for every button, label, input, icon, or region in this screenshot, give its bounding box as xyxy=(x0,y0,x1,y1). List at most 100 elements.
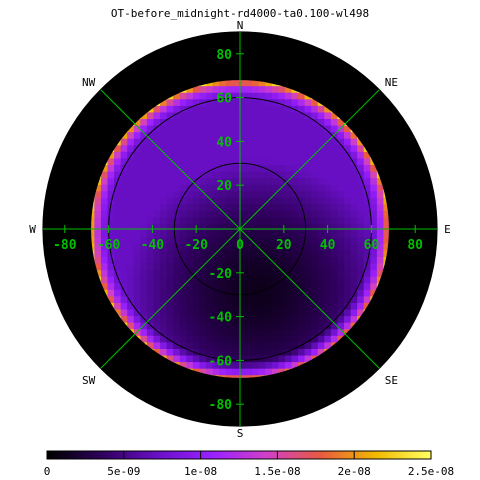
heatmap-cell xyxy=(298,262,306,271)
heatmap-cell xyxy=(225,230,233,238)
heatmap-cell xyxy=(265,335,273,343)
heatmap-cell xyxy=(311,335,319,343)
heatmap-cell xyxy=(232,131,240,139)
heatmap-cell xyxy=(173,308,181,317)
heatmap-cell xyxy=(192,151,201,159)
heatmap-cell xyxy=(317,216,325,225)
heatmap-cell xyxy=(363,249,371,257)
heatmap-cell xyxy=(212,243,220,251)
heatmap-cell xyxy=(271,308,279,317)
heatmap-cell xyxy=(298,282,306,290)
heatmap-cell xyxy=(344,144,352,152)
heatmap-cell xyxy=(232,92,240,100)
heatmap-cell xyxy=(317,203,325,211)
heatmap-cell xyxy=(192,111,201,120)
heatmap-cell xyxy=(212,341,220,349)
heatmap-cell xyxy=(140,249,148,257)
heatmap-cell xyxy=(258,98,266,106)
heatmap-cell xyxy=(278,354,286,363)
colorbar-segment xyxy=(395,451,400,459)
heatmap-cell xyxy=(238,105,247,113)
colorbar-segment xyxy=(383,451,388,459)
heatmap-cell xyxy=(186,170,194,179)
heatmap-cell xyxy=(199,308,207,317)
heatmap-cell xyxy=(173,282,181,290)
heatmap-cell xyxy=(265,341,273,349)
heatmap-cell xyxy=(199,249,207,257)
heatmap-cell xyxy=(330,197,339,205)
heatmap-cell xyxy=(219,164,227,172)
heatmap-cell xyxy=(245,269,253,277)
heatmap-cell xyxy=(140,308,148,317)
heatmap-cell xyxy=(304,308,312,317)
heatmap-cell xyxy=(284,308,293,317)
heatmap-cell xyxy=(192,361,201,369)
heatmap-cell xyxy=(330,124,339,133)
heatmap-cell xyxy=(265,170,273,179)
heatmap-cell xyxy=(284,138,293,146)
heatmap-cell xyxy=(232,262,240,271)
heatmap-cell xyxy=(304,341,312,349)
heatmap-cell xyxy=(206,85,214,93)
y-tick-label: -20 xyxy=(209,267,233,282)
heatmap-cell xyxy=(199,118,207,126)
heatmap-cell xyxy=(206,92,214,100)
heatmap-cell xyxy=(337,249,345,257)
heatmap-cell xyxy=(284,282,293,290)
heatmap-cell xyxy=(225,322,233,330)
heatmap-cell xyxy=(344,282,352,290)
heatmap-cell xyxy=(265,223,273,231)
heatmap-cell xyxy=(252,341,260,349)
heatmap-cell xyxy=(304,276,312,284)
heatmap-cell xyxy=(192,262,201,271)
heatmap-cell xyxy=(330,335,339,343)
heatmap-cell xyxy=(219,111,227,120)
heatmap-cell xyxy=(298,328,306,336)
heatmap-cell xyxy=(225,276,233,284)
heatmap-cell xyxy=(330,170,339,179)
heatmap-cell xyxy=(344,249,352,257)
colorbar-segment xyxy=(175,451,180,459)
heatmap-cell xyxy=(206,151,214,159)
heatmap-cell xyxy=(238,190,247,198)
heatmap-cell xyxy=(179,177,187,185)
heatmap-cell xyxy=(370,223,378,231)
heatmap-cell xyxy=(186,92,194,100)
heatmap-cell xyxy=(186,354,194,363)
heatmap-cell xyxy=(219,348,227,356)
heatmap-cell xyxy=(166,105,174,113)
colorbar-segment xyxy=(307,451,312,459)
heatmap-cell xyxy=(324,170,332,179)
heatmap-cell xyxy=(311,157,319,165)
heatmap-cell xyxy=(350,216,358,225)
heatmap-cell xyxy=(186,157,194,165)
heatmap-cell xyxy=(278,190,286,198)
heatmap-cell xyxy=(271,157,279,165)
heatmap-cell xyxy=(133,322,141,330)
heatmap-cell xyxy=(179,118,187,126)
heatmap-cell xyxy=(330,157,339,165)
heatmap-cell xyxy=(127,322,135,330)
heatmap-cell xyxy=(212,289,220,297)
heatmap-cell xyxy=(199,98,207,106)
x-tick-label: 0 xyxy=(236,238,244,253)
heatmap-cell xyxy=(225,85,233,93)
heatmap-cell xyxy=(317,210,325,218)
heatmap-cell xyxy=(350,157,358,165)
heatmap-cell xyxy=(206,249,214,257)
heatmap-cell xyxy=(252,256,260,264)
heatmap-cell xyxy=(153,341,161,349)
heatmap-cell xyxy=(120,170,128,179)
heatmap-cell xyxy=(160,322,168,330)
heatmap-cell xyxy=(127,131,135,139)
heatmap-cell xyxy=(120,236,128,244)
heatmap-cell xyxy=(127,184,135,192)
heatmap-cell xyxy=(258,144,266,152)
heatmap-cell xyxy=(219,230,227,238)
heatmap-cell xyxy=(370,282,378,290)
heatmap-cell xyxy=(146,230,155,238)
heatmap-cell xyxy=(363,170,371,179)
heatmap-cell xyxy=(344,210,352,218)
heatmap-cell xyxy=(206,184,214,192)
heatmap-cell xyxy=(252,302,260,310)
